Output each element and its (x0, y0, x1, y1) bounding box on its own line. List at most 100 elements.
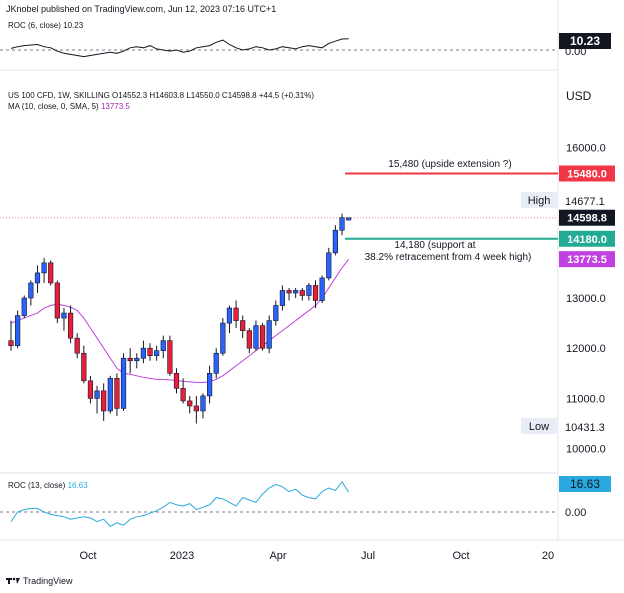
tradingview-logo-icon (6, 577, 20, 584)
candle[interactable] (299, 287, 305, 301)
candle[interactable] (200, 393, 206, 419)
candle[interactable] (312, 280, 319, 309)
candle[interactable] (293, 287, 299, 298)
resistance-price-badge: 15480.0 (559, 165, 615, 182)
candle[interactable] (15, 310, 21, 349)
resistance-badge-text: 15480.0 (567, 169, 607, 181)
ma-legend-name[interactable]: MA (10, close, 0, SMA, 5) (8, 102, 99, 111)
candle[interactable] (74, 333, 80, 359)
candle[interactable] (41, 257, 47, 283)
candle-body (346, 217, 352, 221)
roc13-badge-text: 16.63 (570, 477, 600, 491)
candle[interactable] (346, 217, 352, 221)
candle[interactable] (332, 225, 338, 256)
high-label: High (528, 195, 551, 207)
candle-body (120, 357, 127, 409)
candle[interactable] (67, 305, 74, 344)
candle[interactable] (286, 287, 292, 301)
candle-body (107, 378, 113, 412)
candle[interactable] (273, 300, 279, 326)
candle[interactable] (173, 368, 180, 394)
candle-body (101, 390, 107, 412)
candle[interactable] (120, 353, 127, 411)
candle[interactable] (94, 385, 100, 414)
candle[interactable] (253, 320, 259, 351)
candle[interactable] (134, 353, 140, 369)
candle[interactable] (21, 295, 27, 319)
candle-body (207, 372, 213, 397)
candle-body (114, 378, 120, 409)
roc13-badge: 16.63 (559, 476, 611, 492)
roc13-legend-name: ROC (13, close) (8, 481, 66, 490)
candle[interactable] (160, 335, 166, 359)
candle[interactable] (48, 260, 54, 286)
roc13-legend: ROC (13, close) 16.63 (8, 481, 88, 490)
candle[interactable] (187, 395, 193, 414)
candle-body (74, 337, 80, 354)
candle[interactable] (193, 395, 199, 424)
candle-body (187, 400, 193, 407)
symbol-name[interactable]: US 100 CFD, 1W, SKILLING (8, 91, 110, 100)
candle[interactable] (233, 300, 239, 329)
candle-body (220, 322, 226, 354)
candle[interactable] (87, 375, 94, 404)
currency-label: USD (566, 89, 592, 103)
candle[interactable] (266, 315, 272, 354)
candle-body (253, 325, 259, 349)
candle[interactable] (339, 213, 345, 236)
candle[interactable] (107, 375, 113, 414)
roc6-legend: ROC (6, close) 10.23 (8, 21, 83, 30)
footer-brand: TradingView (23, 576, 73, 586)
candle[interactable] (180, 378, 186, 404)
candle[interactable] (213, 348, 219, 379)
candle[interactable] (259, 323, 266, 351)
candle[interactable] (246, 328, 252, 354)
candle[interactable] (140, 340, 147, 364)
candle-body (279, 290, 286, 306)
candle[interactable] (8, 320, 14, 351)
candle[interactable] (154, 345, 160, 361)
candle[interactable] (34, 265, 41, 293)
candle-body (299, 290, 305, 296)
y-tick-label: 16000.0 (566, 142, 606, 154)
candle[interactable] (326, 247, 332, 281)
support-annotation-line2[interactable]: 38.2% retracement from 4 week high) (365, 252, 532, 263)
support-annotation-line1[interactable]: 14,180 (support at (394, 240, 475, 251)
candle[interactable] (101, 383, 107, 421)
candle-body (94, 390, 100, 399)
candle[interactable] (147, 343, 153, 361)
candle[interactable] (226, 305, 233, 334)
candle[interactable] (54, 280, 60, 324)
candle[interactable] (220, 318, 226, 356)
candle-body (293, 290, 299, 294)
candle-body (54, 282, 60, 319)
candle-body (81, 352, 87, 382)
roc6-legend-name: ROC (6, close) (8, 21, 61, 30)
ma-badge-text: 13773.5 (567, 254, 607, 266)
candle[interactable] (114, 373, 120, 416)
candle[interactable] (319, 275, 325, 304)
candle[interactable] (81, 345, 87, 384)
candle-body (147, 347, 153, 357)
ma-price-badge: 13773.5 (559, 251, 615, 268)
candle[interactable] (167, 335, 173, 376)
x-tick-label: Jul (361, 550, 375, 562)
ma-badge-bg (559, 251, 615, 268)
tradingview-footer[interactable]: TradingView (6, 576, 73, 586)
candle[interactable] (240, 315, 246, 339)
resistance-annotation[interactable]: 15,480 (upside extension ?) (388, 159, 511, 170)
candle-body (173, 372, 180, 389)
roc13-legend-value: 16.63 (67, 481, 88, 490)
support-badge-text: 14180.0 (567, 234, 607, 246)
x-tick-label: Oct (452, 550, 469, 562)
candle[interactable] (28, 280, 34, 306)
candle[interactable] (207, 365, 213, 404)
candle-body (246, 330, 252, 349)
candle[interactable] (61, 308, 67, 331)
low-label-bg (521, 418, 557, 434)
candle[interactable] (306, 282, 312, 301)
candle[interactable] (127, 348, 133, 374)
roc6-badge-bg (559, 33, 611, 49)
candle[interactable] (279, 285, 286, 311)
